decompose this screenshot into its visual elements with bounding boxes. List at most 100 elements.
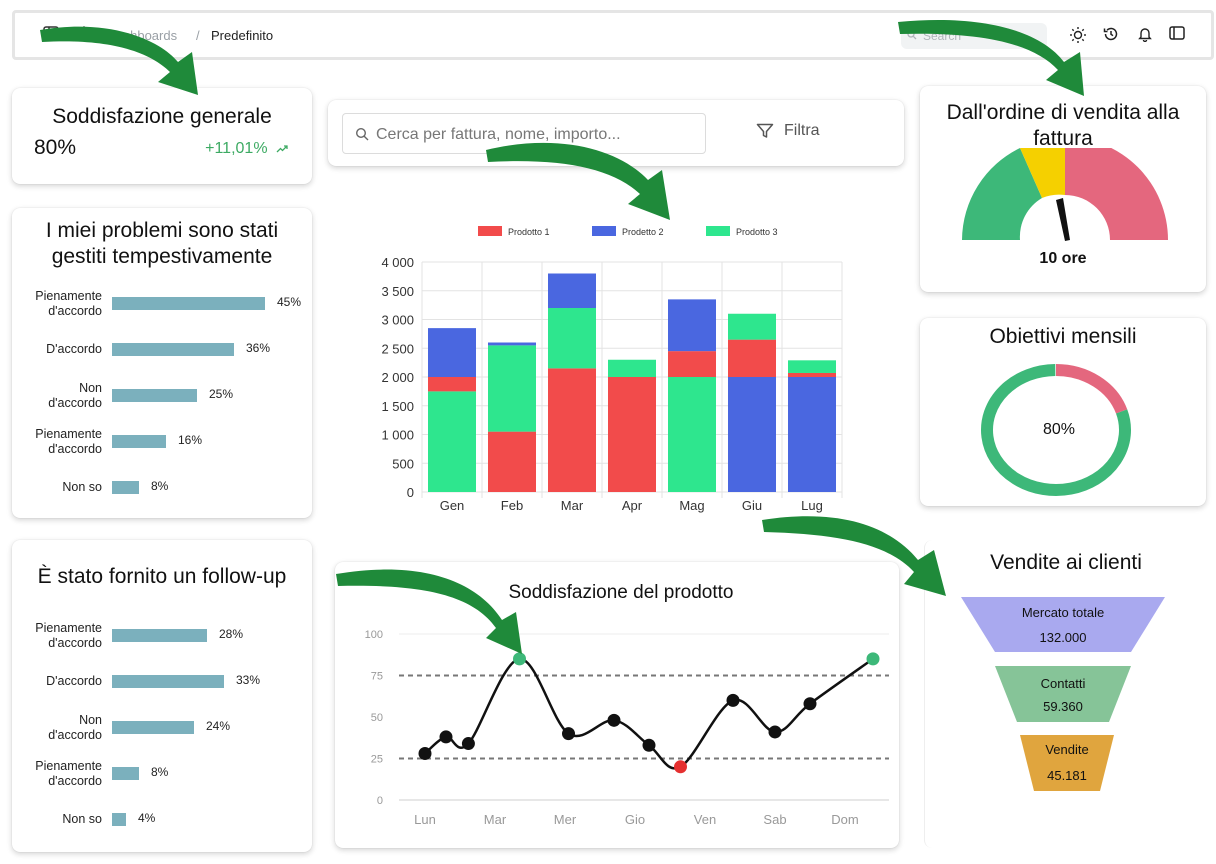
survey-row-label: D'accordo <box>46 342 102 357</box>
top-bar: Dashboards / Predefinito Search <box>12 10 1214 60</box>
survey-row-label-line2: d'accordo <box>48 728 102 742</box>
bar-segment <box>488 345 536 432</box>
data-point <box>866 652 880 666</box>
survey-bar <box>112 629 207 642</box>
kpi-title: Soddisfazione generale <box>52 105 272 128</box>
kpi-card: Soddisfazione generale 80% +11,01% <box>12 88 312 184</box>
survey-row-label-line1: Non <box>79 713 102 727</box>
invoice-search-input[interactable]: Cerca per fattura, nome, importo... <box>342 113 706 154</box>
donut-remaining-arc <box>1055 364 1128 414</box>
panel-icon[interactable] <box>1169 26 1185 45</box>
x-tick-label: Lug <box>801 498 823 513</box>
gauge-title: Dall'ordine di vendita alla fattura <box>920 100 1206 152</box>
data-point <box>418 747 432 761</box>
survey-row-label-line2: d'accordo <box>48 304 102 318</box>
survey-bar-value: 4% <box>138 811 156 825</box>
y-tick-label: 75 <box>371 671 383 683</box>
x-tick-label: Mer <box>554 812 577 827</box>
x-tick-label: Mag <box>679 498 704 513</box>
bar-segment <box>548 273 596 308</box>
survey-row-label: Non d'accordo <box>48 713 102 743</box>
y-tick-label: 50 <box>371 712 383 724</box>
bar-segment <box>788 372 836 377</box>
survey-row-label: Pienamente d'accordo <box>35 621 102 651</box>
data-point <box>726 693 740 707</box>
breadcrumb-dashboards[interactable]: Dashboards <box>107 28 178 43</box>
data-point <box>439 730 453 744</box>
bar-segment <box>488 431 536 492</box>
sun-icon[interactable] <box>1069 26 1087 49</box>
history-icon[interactable] <box>1103 26 1119 47</box>
gauge-value: 10 ore <box>1039 250 1087 267</box>
survey-card-followup: È stato fornito un follow-up Pienamente d… <box>12 540 312 852</box>
star-icon[interactable] <box>76 25 92 45</box>
survey-row-label-line1: Pienamente <box>35 427 102 441</box>
y-tick-label: 2 000 <box>381 370 414 385</box>
x-tick-label: Mar <box>561 498 584 513</box>
bell-icon[interactable] <box>1137 26 1153 47</box>
gauge-segment-green <box>962 148 1042 240</box>
data-point <box>562 727 575 741</box>
y-tick-label: 3 500 <box>381 284 414 299</box>
data-point <box>513 652 526 666</box>
funnel-stage-sales: Vendite 45.181 <box>1020 735 1114 791</box>
gauge-needle <box>1056 198 1070 241</box>
bar-segment <box>548 308 596 369</box>
survey1-title-line2: gestiti tempestivamente <box>51 245 273 268</box>
bar-segment <box>668 351 716 377</box>
x-tick-label: Giu <box>742 498 762 513</box>
sidebar-icon[interactable] <box>43 26 59 45</box>
breadcrumb-current: Predefinito <box>211 28 274 43</box>
y-tick-label: 0 <box>377 795 383 807</box>
kpi-value: 80% <box>34 136 77 159</box>
survey-row-label-line2: d'accordo <box>48 396 102 410</box>
x-tick-label: Feb <box>501 498 523 513</box>
product-satisfaction-card: Soddisfazione del prodotto 0 25 50 75 100 Lun… <box>335 562 899 848</box>
sales-funnel-card: Vendite ai clienti Mercato totale 132.00… <box>924 540 1206 848</box>
survey2-title: È stato fornito un follow-up <box>37 565 287 588</box>
data-point <box>768 725 782 739</box>
survey-row-label-line1: Non so <box>62 480 102 494</box>
survey-row-label-line1: Non <box>79 381 102 395</box>
data-point <box>461 737 475 751</box>
survey-bar <box>112 767 139 780</box>
funnel-value-contacts: 59.360 <box>1043 699 1083 714</box>
bar-segment <box>788 360 836 373</box>
search-input[interactable]: Search <box>901 23 1047 49</box>
monthly-goals-card: Obiettivi mensili 80% <box>920 318 1206 506</box>
survey-bar-value: 16% <box>178 433 203 447</box>
survey-row-label-line2: d'accordo <box>48 774 102 788</box>
bar-segment <box>668 299 716 352</box>
x-tick-label: Lun <box>414 812 436 827</box>
trend-up-icon <box>276 145 288 153</box>
bar-segment <box>788 377 836 492</box>
line-chart-title: Soddisfazione del prodotto <box>508 582 734 603</box>
search-icon <box>907 30 917 40</box>
x-tick-label: Dom <box>831 812 858 827</box>
x-tick-label: Mar <box>484 812 507 827</box>
donut-chart <box>981 364 1131 496</box>
survey-bar-value: 8% <box>151 479 169 493</box>
legend-label: Prodetto 2 <box>622 227 664 237</box>
funnel-stage-market: Mercato totale 132.000 <box>961 597 1165 652</box>
kpi-delta: +11,01% <box>205 140 288 158</box>
survey-row-label-line1: Pienamente <box>35 289 102 303</box>
survey-bar-value: 33% <box>236 673 261 687</box>
survey-bar-value: 8% <box>151 765 169 779</box>
survey-row-label-line2: d'accordo <box>48 442 102 456</box>
bar-segment <box>728 313 776 340</box>
y-tick-label: 4 000 <box>381 255 414 270</box>
gauge-title-line1: Dall'ordine di vendita alla <box>946 101 1180 124</box>
y-tick-label: 1 500 <box>381 399 414 414</box>
filter-button[interactable]: Filtra <box>756 122 820 140</box>
survey-bar-value: 25% <box>209 387 234 401</box>
search-icon <box>355 127 369 141</box>
data-point <box>642 738 656 752</box>
survey-bar <box>112 721 194 734</box>
bar-segment <box>488 342 536 346</box>
gauge-chart <box>962 148 1168 241</box>
funnel-shape-sales <box>1020 735 1114 791</box>
x-tick-label: Ven <box>694 812 716 827</box>
survey-row-label: Pienamente d'accordo <box>35 427 102 457</box>
survey-bar <box>112 435 166 448</box>
